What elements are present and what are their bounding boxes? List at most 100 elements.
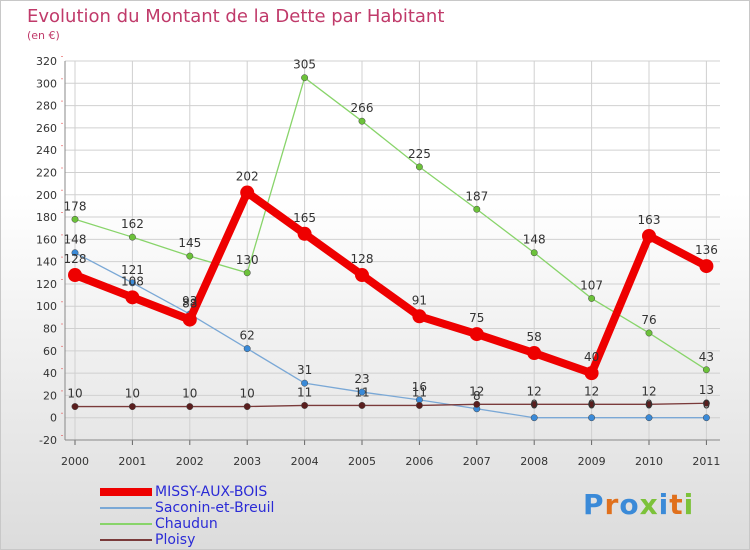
data-label: 148 [64,233,87,247]
y-tick-label: 40 [43,367,57,380]
grid [65,60,720,441]
series-point-3 [702,399,710,407]
data-label: 121 [121,263,144,277]
data-label: 12 [469,384,484,398]
series-point-0 [297,226,312,241]
data-label: 13 [699,383,714,397]
data-label: 10 [67,387,82,401]
series-point-1 [358,388,366,396]
series-point-2 [588,294,596,302]
series-point-3 [301,401,309,409]
data-label: 10 [240,387,255,401]
logo-letter: P [583,488,605,521]
data-label: 91 [412,293,427,307]
series-line-1 [74,252,707,419]
logo-letter: i [658,488,670,521]
series-point-1 [128,279,136,287]
series-point-0 [68,268,82,283]
series-point-2 [128,233,136,241]
series-point-3 [473,400,481,408]
series-point-3 [243,403,251,411]
data-label: 108 [121,274,144,288]
data-label: 0 [530,398,538,412]
unit-label: (en €) [27,29,60,42]
series-line-3 [75,402,707,408]
series-point-3 [415,401,423,409]
x-tick-label: 2006 [405,455,433,468]
series-point-0 [240,185,255,200]
data-label: 88 [182,297,197,311]
legend-swatch-ploisy [100,539,152,541]
x-tick-label: 2010 [635,455,663,468]
data-label: 178 [64,199,87,213]
series-point-2 [473,205,481,213]
x-tick-label: 2003 [233,455,261,468]
series-point-0 [412,309,427,324]
logo-letter: o [619,488,640,521]
axes: -200204060801001201401601802002202402602… [36,55,720,468]
x-tick-label: 2001 [118,455,146,468]
y-tick-label: 320 [36,55,57,68]
data-label: 128 [351,252,374,266]
y-tick-label: 260 [36,122,57,135]
y-tick-label: 140 [36,256,57,269]
series-point-0 [469,327,484,342]
series-point-3 [128,403,136,411]
series-point-3 [186,403,194,411]
x-tick-label: 2009 [578,455,606,468]
data-label: 162 [121,217,144,231]
x-tick-label: 2000 [61,455,89,468]
y-tick-label: 220 [36,166,57,179]
data-label: 16 [412,380,427,394]
data-label: 31 [297,363,312,377]
series-point-1 [243,345,251,353]
data-label: 202 [236,170,259,184]
series-point-2 [243,269,251,277]
data-label: 10 [125,387,140,401]
y-tick-label: 120 [36,278,57,291]
data-label: 8 [473,389,481,403]
data-label: 145 [178,236,201,250]
data-label: 136 [695,243,718,257]
data-label: 62 [240,329,255,343]
y-tick-label: 160 [36,233,57,246]
data-labels: 148 121 93 62 31 23 16 8 0 0 0 0 178 162 145 130 305 266 2… [64,58,718,412]
legend-swatch-saconin [100,507,152,509]
series-layer [68,74,714,422]
data-label: 225 [408,147,431,161]
y-tick-label: 100 [36,300,57,313]
series-line-0 [71,188,711,378]
series-point-2 [530,249,538,257]
series-point-3 [588,400,596,408]
data-label: 305 [293,58,316,72]
y-tick-label: 280 [36,100,57,113]
data-label: 93 [182,294,197,308]
y-tick-label: -20 [39,434,57,447]
x-tick-label: 2002 [176,455,204,468]
data-label: 10 [182,387,197,401]
y-tick-label: 180 [36,211,57,224]
series-point-1 [301,379,309,387]
y-tick-label: 0 [50,412,57,425]
series-point-2 [645,329,653,337]
series-point-0 [182,312,197,327]
y-tick-label: 200 [36,189,57,202]
logo-letter: r [604,488,620,521]
series-point-1 [702,414,710,422]
data-label: 163 [638,213,661,227]
data-label: 0 [645,398,653,412]
data-label: 12 [584,384,599,398]
series-point-2 [301,74,309,82]
series-point-1 [71,249,79,257]
y-tick-label: 300 [36,77,57,90]
series-point-1 [530,414,538,422]
data-label: 266 [351,101,374,115]
series-point-3 [530,400,538,408]
data-label: 148 [523,233,546,247]
data-label: 128 [64,252,87,266]
series-point-0 [642,229,656,244]
data-label: 11 [412,385,427,399]
logo-letter: t [669,488,684,521]
